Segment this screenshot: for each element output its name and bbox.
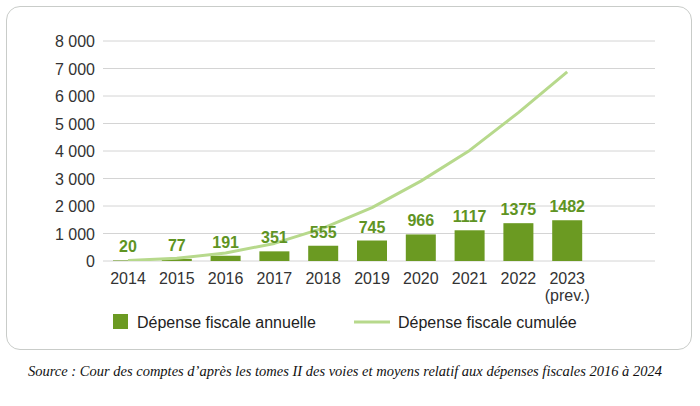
x-tick-label: 2015 [159,270,195,287]
chart-svg: 0 1 000 2 000 3 000 4 000 5 000 6 000 7 000 8 00… [0,0,700,406]
x-tick-label: 2014 [110,270,146,287]
y-tick-label: 1 000 [55,226,95,243]
x-tick-label: 2018 [305,270,341,287]
x-tick-label-line: 2015 [159,270,195,287]
x-tick-label-line: 2016 [208,270,244,287]
x-tick-label-line: 2018 [305,270,341,287]
source-note: Source : Cour des comptes d’après les to… [28,361,682,382]
y-tick-label: 0 [86,253,95,270]
data-label: 351 [261,229,288,246]
x-tick-label-line: 2019 [354,270,390,287]
cumulative-line [128,72,567,261]
bar [259,251,289,261]
y-tick-label: 5 000 [55,116,95,133]
x-tick-label: 2022 [501,270,537,287]
x-tick-label: 2017 [257,270,293,287]
data-label: 745 [359,219,386,236]
bar [357,241,387,261]
data-label: 191 [212,234,239,251]
bar [308,246,338,261]
legend: Dépense fiscale annuelle Dépense fiscale … [113,314,577,331]
y-tick-label: 2 000 [55,198,95,215]
data-label: 1482 [549,198,585,215]
data-label: 77 [168,237,186,254]
legend-swatch [354,321,390,324]
grid-line [103,68,655,69]
grid-line [103,123,655,124]
y-tick-label: 8 000 [55,33,95,50]
plot-marks [113,72,582,261]
y-tick-label: 3 000 [55,171,95,188]
data-label: 555 [310,224,337,241]
x-tick-label-line: 2023 [549,270,585,287]
bar [552,220,582,261]
bar [455,230,485,261]
legend-swatch [113,314,128,329]
x-tick-label-line: (prev.) [545,287,590,304]
x-tick-label: 2019 [354,270,390,287]
y-tick-label: 6 000 [55,88,95,105]
bar [211,256,241,261]
y-tick-label: 4 000 [55,143,95,160]
legend-label: Dépense fiscale annuelle [137,314,316,331]
y-tick-label: 7 000 [55,61,95,78]
x-tick-label-line: 2022 [501,270,537,287]
x-tick-label: 2016 [208,270,244,287]
data-label: 1117 [453,208,487,225]
x-tick-label-line: 2021 [452,270,488,287]
x-tick-label: 2021 [452,270,488,287]
bar [503,223,533,261]
x-tick-label: 2020 [403,270,439,287]
legend-label: Dépense fiscale cumulée [398,314,577,331]
x-tick-label-line: 2017 [257,270,293,287]
grid-line [103,178,655,179]
data-label: 1375 [501,201,537,218]
grid-line [103,151,655,152]
bar [406,234,436,261]
x-tick-label: 2023(prev.) [545,270,590,304]
data-labels: 20 77 191 351 555 745 966 1117 1375 1482 [119,198,585,255]
data-label: 966 [407,212,434,229]
data-label: 20 [119,238,137,255]
grid-line [103,96,655,97]
grid-line [103,41,655,42]
x-tick-label-line: 2014 [110,270,146,287]
x-tick-label-line: 2020 [403,270,439,287]
